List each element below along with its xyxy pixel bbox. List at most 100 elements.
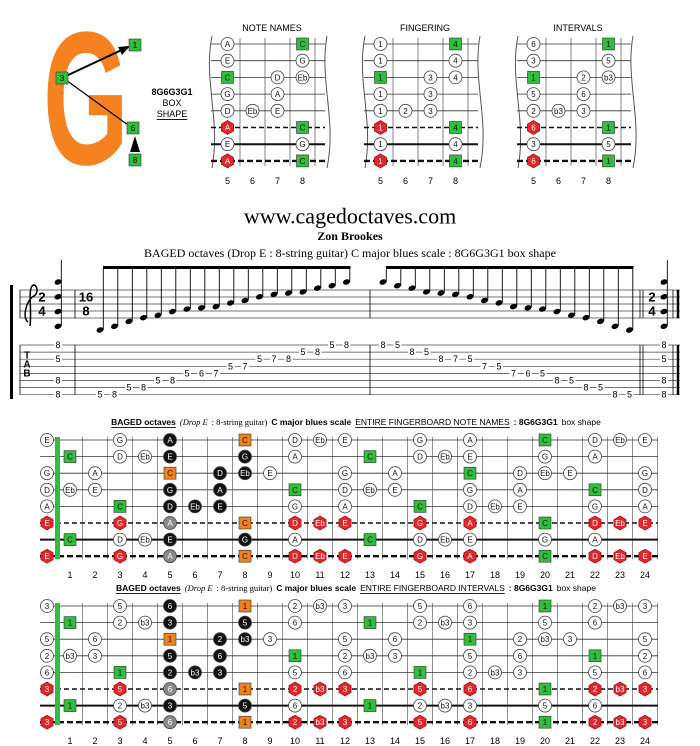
note-hex (588, 714, 602, 730)
note-label: D (275, 73, 281, 82)
tab-bg (660, 354, 668, 364)
note-circle (423, 103, 438, 118)
note-label: E (392, 486, 397, 495)
note-circle (238, 532, 252, 547)
notehead (169, 308, 176, 315)
note-label: 6 (593, 702, 598, 711)
note-label: 3 (531, 140, 536, 149)
note-circle (373, 103, 388, 118)
note-label: b3 (616, 718, 625, 727)
note-label: G (117, 436, 123, 445)
notehead (256, 294, 263, 300)
note-circle (613, 599, 627, 613)
note-label: E (642, 552, 647, 561)
note-label: 3 (581, 107, 586, 116)
note-label: Eb (190, 502, 200, 511)
note-circle (513, 632, 527, 647)
note-circle (338, 648, 352, 663)
fret-number: 19 (515, 570, 525, 580)
notehead (241, 297, 249, 304)
note-label: C (242, 552, 248, 561)
note-label: 2 (403, 107, 408, 116)
note-circle (526, 103, 541, 118)
tab-bg (270, 354, 278, 364)
note-label: 1 (378, 40, 383, 49)
note-hex (638, 714, 652, 730)
fret-number: 9 (267, 736, 272, 746)
note-circle (338, 482, 352, 497)
note-label: 5 (606, 140, 611, 149)
tab-number: 5 (424, 347, 429, 357)
note-circle (373, 87, 388, 101)
note-label: C (292, 486, 298, 495)
note-label: 5 (418, 685, 423, 694)
note-label: D (167, 502, 173, 511)
note-label: 3 (45, 685, 50, 694)
note-label: E (44, 519, 49, 528)
note-box (288, 649, 302, 663)
note-label: G (167, 486, 173, 495)
note-circle (388, 648, 402, 663)
note-label: 2 (343, 652, 348, 661)
fret-number: 6 (250, 176, 255, 186)
tab-bg (183, 368, 191, 378)
fret-number: 11 (315, 570, 324, 580)
note-label: b3 (441, 702, 450, 711)
note-circle (138, 449, 152, 464)
tab-number: 5 (598, 383, 603, 393)
note-circle (576, 87, 591, 101)
note-circle (563, 466, 577, 481)
note-circle (220, 87, 235, 101)
note-circle (238, 615, 252, 630)
tab-bg (466, 354, 474, 364)
note-circle (588, 433, 602, 447)
note-circle (288, 665, 302, 680)
note-label: 4 (453, 140, 458, 149)
note-label: 6 (45, 668, 50, 677)
note-label: b3 (241, 635, 250, 644)
fret-number: 5 (378, 176, 383, 186)
note-circle (463, 449, 477, 464)
finger-label: 3 (60, 74, 65, 83)
note-circle (313, 599, 327, 613)
note-circle (463, 599, 477, 613)
note-label: 3 (643, 718, 648, 727)
note-circle (538, 698, 552, 713)
note-circle (588, 615, 602, 630)
note-label: 3 (643, 602, 648, 611)
fret-number: 5 (167, 570, 172, 580)
note-label: 5 (643, 635, 648, 644)
note-circle (463, 433, 477, 447)
note-label: 3 (428, 107, 433, 116)
note-label: b3 (616, 685, 625, 694)
note-hex (338, 681, 352, 697)
tab-number: 5 (184, 368, 189, 378)
note-label: b3 (441, 619, 450, 628)
tab-number: 8 (286, 354, 291, 364)
note-circle (338, 466, 352, 481)
logo-arrowhead (118, 46, 130, 55)
note-label: 5 (168, 652, 173, 661)
tab-number: 8 (55, 376, 60, 386)
note-box (363, 450, 377, 463)
note-circle (638, 433, 652, 447)
note-circle (338, 632, 352, 647)
tab-bg (524, 368, 532, 378)
fret-number: 10 (290, 570, 300, 580)
note-circle (163, 698, 177, 713)
finger-box (55, 71, 69, 85)
note-label: 2 (581, 73, 586, 82)
tab-bg (393, 340, 402, 350)
note-box (449, 37, 462, 51)
tab-bg (422, 347, 431, 357)
diagram-edge (630, 35, 637, 169)
note-label: 3 (343, 718, 348, 727)
time-signature: 4 (648, 304, 656, 319)
note-circle (413, 433, 427, 447)
note-circle (588, 499, 602, 514)
title-part: ENTIRE FINGERBOARD NOTE NAMES (355, 417, 510, 427)
note-box (363, 616, 377, 629)
note-label: b3 (491, 668, 500, 677)
title-part: box shape (557, 583, 596, 593)
fret-number: 11 (315, 736, 324, 746)
